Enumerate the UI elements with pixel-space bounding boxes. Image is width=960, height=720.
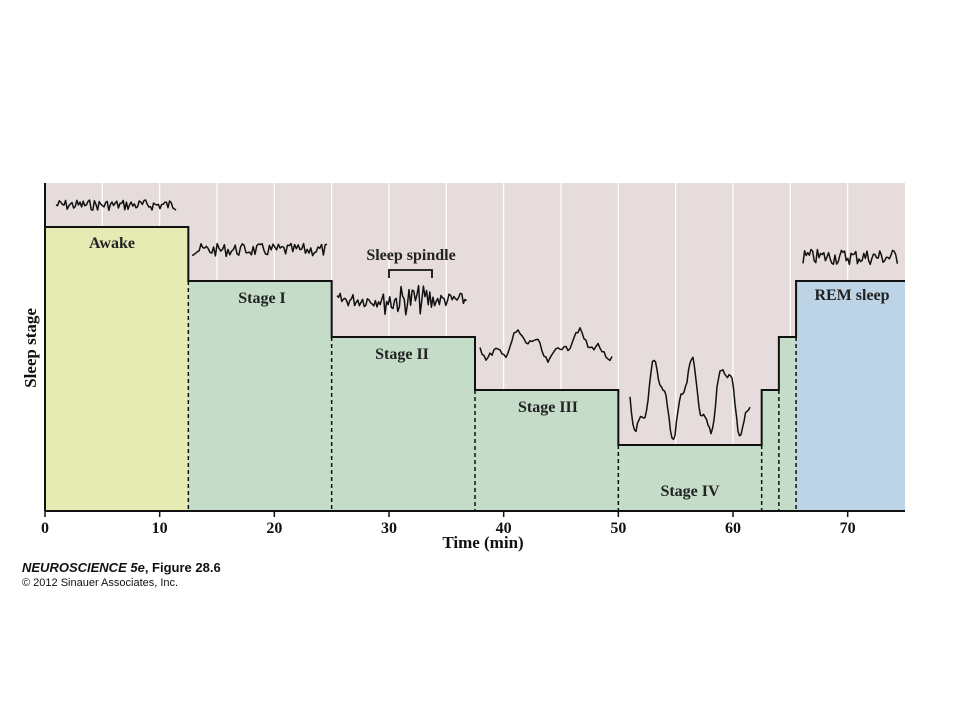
x-tick-label: 20 bbox=[266, 520, 282, 537]
stage-fill-3 bbox=[475, 390, 619, 511]
stage-dividers bbox=[187, 281, 797, 511]
x-axis-ticks: 0 10 20 30 40 50 60 70 bbox=[41, 511, 856, 537]
eeg-trace-rem bbox=[802, 248, 899, 266]
eeg-trace-stage-i bbox=[191, 242, 328, 258]
stage-fill-5 bbox=[761, 390, 779, 511]
hypnogram-outline bbox=[45, 226, 905, 446]
stage-label-awake: Awake bbox=[89, 235, 135, 252]
stage-fills bbox=[45, 227, 905, 511]
x-tick-label: 40 bbox=[496, 520, 512, 537]
eeg-traces bbox=[55, 199, 899, 441]
x-tick-label: 70 bbox=[840, 520, 856, 537]
figure-caption: NEUROSCIENCE 5e, Figure 28.6 © 2012 Sina… bbox=[22, 560, 221, 589]
stage-label-stage-i: Stage I bbox=[238, 290, 286, 307]
stage-labels: Awake Stage I Stage II Stage III Stage IV REM… bbox=[89, 235, 890, 500]
sleep-spindle-bracket bbox=[388, 269, 433, 278]
eeg-trace-stage-iii bbox=[479, 327, 613, 363]
y-axis-label: Sleep stage bbox=[21, 308, 40, 388]
x-tick-label: 10 bbox=[152, 520, 168, 537]
x-tick-label: 60 bbox=[725, 520, 741, 537]
caption-title: NEUROSCIENCE 5e, Figure 28.6 bbox=[22, 560, 221, 575]
sleep-spindle-annotation: Sleep spindle bbox=[366, 247, 456, 278]
stage-label-stage-iii: Stage III bbox=[518, 399, 578, 416]
eeg-trace-stage-iv bbox=[629, 356, 751, 441]
caption-book-title: NEUROSCIENCE 5e bbox=[22, 560, 145, 575]
stage-fill-7 bbox=[796, 281, 905, 511]
stage-fill-0 bbox=[45, 227, 189, 511]
caption-copyright: © 2012 Sinauer Associates, Inc. bbox=[22, 577, 179, 589]
x-tick-label: 50 bbox=[610, 520, 626, 537]
caption-figure-number: , Figure 28.6 bbox=[144, 560, 221, 575]
stage-fill-6 bbox=[778, 337, 797, 511]
eeg-trace-stage-ii bbox=[336, 284, 468, 316]
stage-fill-2 bbox=[331, 337, 475, 511]
stage-label-rem-sleep: REM sleep bbox=[814, 287, 889, 304]
stage-fill-1 bbox=[188, 281, 332, 511]
eeg-trace-awake bbox=[55, 199, 177, 212]
x-tick-label: 30 bbox=[381, 520, 397, 537]
stage-label-stage-ii: Stage II bbox=[375, 346, 429, 363]
stage-label-stage-iv: Stage IV bbox=[660, 483, 720, 500]
x-axis-label: Time (min) bbox=[442, 533, 523, 552]
x-tick-label: 0 bbox=[41, 520, 49, 537]
stage-fill-4 bbox=[618, 445, 762, 511]
sleep-spindle-label: Sleep spindle bbox=[366, 247, 455, 264]
